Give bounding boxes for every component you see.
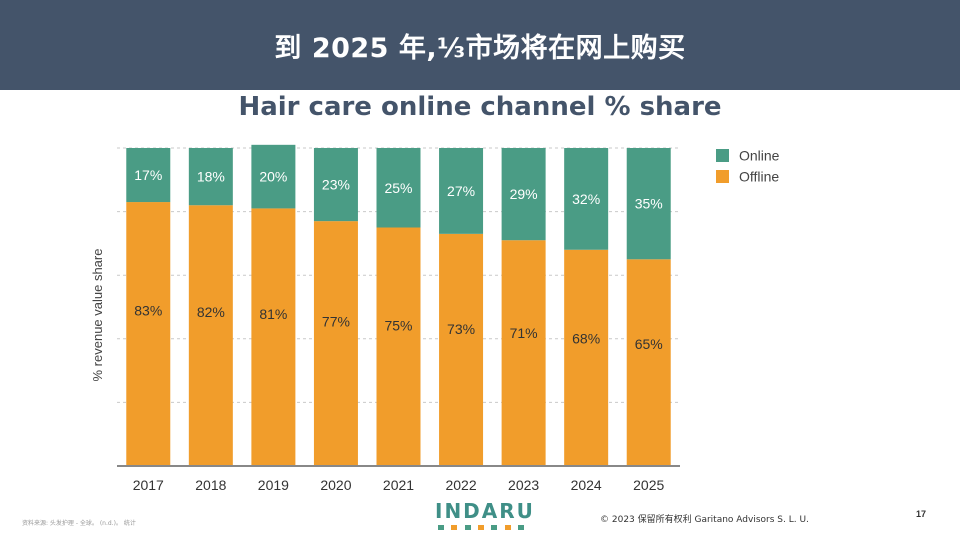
data-label-offline: 75%	[384, 317, 412, 333]
legend-label: Offline	[739, 169, 779, 185]
bar-online	[564, 148, 609, 250]
x-tick-label: 2024	[571, 477, 602, 493]
logo-dots	[435, 525, 527, 530]
logo-dot	[517, 525, 524, 530]
logo-text: INDARU	[435, 499, 535, 523]
data-label-online: 18%	[197, 169, 225, 185]
page-number: 17	[916, 509, 927, 519]
chart-title: Hair care online channel % share	[238, 92, 722, 122]
data-label-online: 17%	[134, 167, 162, 183]
bar-offline	[626, 259, 671, 466]
bar-offline	[126, 202, 171, 466]
bar-offline	[188, 205, 233, 467]
axes: 2017 2018 2019 2020 2021 2022 2023 2024 2025	[117, 465, 680, 493]
logo-dot	[491, 525, 498, 530]
bars: 83% 17% 82% 18% 81% 20% 77% 23% 75% 25% 73% 27% 71% 2…	[126, 144, 671, 467]
x-tick-label: 2017	[133, 477, 164, 493]
bar-online	[251, 144, 296, 209]
x-tick-label: 2025	[633, 477, 664, 493]
logo-dot	[438, 525, 444, 530]
data-label-offline: 68%	[572, 330, 600, 346]
slide-title: 到 2025 年,⅓市场将在网上购买	[274, 32, 686, 64]
x-tick-label: 2023	[508, 477, 539, 493]
source-note: 资料来源: 头发护理 - 全球。 (n.d.)。 统计	[22, 520, 136, 527]
logo: INDARU	[435, 499, 535, 530]
header-bar: 到 2025 年,⅓市场将在网上购买	[0, 0, 960, 90]
data-label-offline: 71%	[510, 325, 538, 341]
bar-online	[439, 148, 484, 234]
data-label-offline: 73%	[447, 321, 475, 337]
bar-offline	[251, 208, 296, 467]
data-label-online: 23%	[322, 177, 350, 193]
x-tick-label: 2019	[258, 477, 289, 493]
data-label-offline: 65%	[635, 336, 663, 352]
bar-online	[313, 148, 358, 222]
bar-online	[626, 148, 671, 260]
logo-dot	[464, 525, 471, 530]
data-label-online: 29%	[510, 186, 538, 202]
bar-online	[126, 148, 171, 203]
legend: Online Offline	[716, 148, 780, 185]
data-label-online: 32%	[572, 191, 600, 207]
data-label-online: 20%	[259, 169, 287, 185]
logo-dot	[451, 525, 458, 530]
logo-dot	[477, 525, 484, 530]
data-label-online: 25%	[384, 180, 412, 196]
bar-online	[188, 148, 233, 206]
data-label-offline: 82%	[197, 304, 225, 320]
legend-swatch	[716, 170, 729, 183]
y-axis-label: % revenue value share	[90, 249, 105, 382]
x-tick-label: 2022	[445, 477, 476, 493]
data-label-online: 35%	[635, 196, 663, 212]
logo-dot	[504, 525, 511, 530]
data-label-offline: 81%	[259, 306, 287, 322]
data-label-offline: 83%	[134, 302, 162, 318]
copyright: © 2023 保留所有权利 Garitano Advisors S. L. U.	[600, 515, 809, 525]
bar-offline	[376, 227, 421, 466]
bar-offline	[439, 233, 484, 466]
bar-offline	[501, 240, 546, 466]
x-tick-label: 2018	[195, 477, 226, 493]
x-tick-label: 2021	[383, 477, 414, 493]
legend-label: Online	[739, 148, 780, 164]
x-tick-label: 2020	[320, 477, 351, 493]
bar-online	[501, 148, 546, 241]
data-label-online: 27%	[447, 183, 475, 199]
data-label-offline: 77%	[322, 314, 350, 330]
bar-offline	[313, 221, 358, 466]
bar-online	[376, 148, 421, 228]
legend-swatch	[716, 149, 729, 162]
bar-offline	[564, 249, 609, 466]
